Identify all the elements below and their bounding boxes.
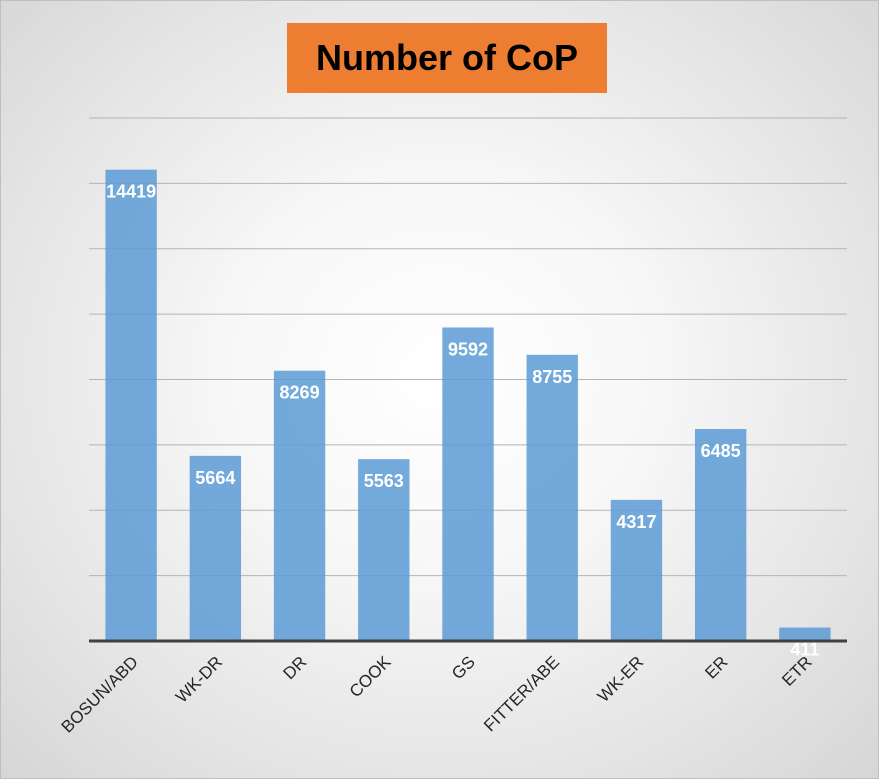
bar xyxy=(694,429,747,641)
x-tick-label: ER xyxy=(701,652,731,682)
data-label: 9592 xyxy=(448,339,488,359)
data-label: 4317 xyxy=(616,512,656,532)
chart-title: Number of CoP xyxy=(315,37,578,78)
data-label: 5563 xyxy=(364,471,404,491)
data-labels: 14419 5664 8269 5563 9592 8755 4317 6485 411 xyxy=(106,182,819,660)
x-tick-label: GS xyxy=(448,652,479,683)
x-tick-label: WK-ER xyxy=(594,652,648,706)
x-tick-label: BOSUN/ABD xyxy=(58,652,142,736)
x-tick-label: WK-DR xyxy=(172,652,226,706)
data-label: 411 xyxy=(790,640,819,660)
data-label: 8755 xyxy=(532,367,572,387)
x-tick-label: COOK xyxy=(346,652,395,701)
bar xyxy=(610,499,663,641)
bar xyxy=(105,169,157,641)
bar xyxy=(442,327,494,641)
data-label: 8269 xyxy=(280,383,320,403)
bar xyxy=(779,627,831,641)
bar xyxy=(189,455,242,641)
bar xyxy=(358,459,410,641)
bars xyxy=(105,169,831,641)
chart-title-box: Number of CoP xyxy=(287,23,607,93)
x-tick-label: DR xyxy=(280,652,311,683)
data-label: 6485 xyxy=(701,441,741,461)
x-tick-labels: BOSUN/ABD WK-DR DR COOK GS FITTER/ABE WK-ER ER E… xyxy=(58,652,816,737)
bar xyxy=(273,370,326,641)
bar xyxy=(526,354,578,641)
data-label: 14419 xyxy=(106,182,156,202)
data-label: 5664 xyxy=(195,468,235,488)
x-tick-label: FITTER/ABE xyxy=(480,652,563,735)
